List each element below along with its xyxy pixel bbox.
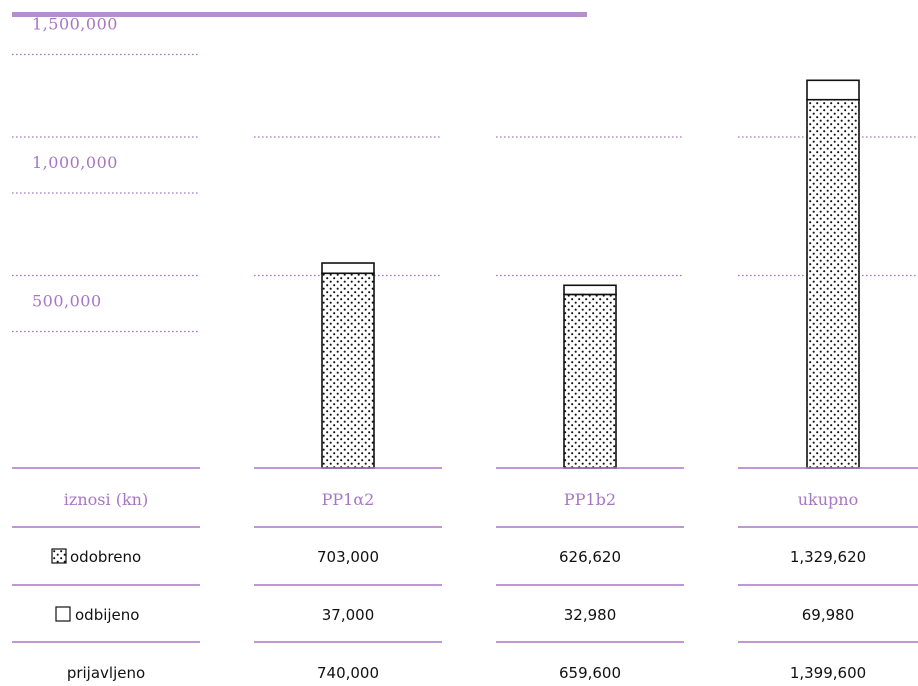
empty-square-icon: [55, 606, 71, 622]
y-tick-label: 500,000: [32, 292, 102, 311]
y-tick-label: 1,500,000: [32, 15, 118, 34]
bar-odbijeno: [563, 284, 617, 296]
y-tick-label: 1,000,000: [32, 153, 118, 172]
bar-odobreno: [563, 293, 617, 469]
value-label: 703,000: [317, 548, 379, 566]
row-label: odobreno: [70, 548, 141, 566]
category-label: PP1α2: [322, 490, 375, 509]
row-label: prijavljeno: [67, 664, 145, 682]
dotted-square-icon: [51, 548, 67, 564]
value-label: 659,600: [559, 664, 621, 682]
data-table: iznosi (kn) PP1α2 PP1b2 ukupno odobreno 703,0…: [12, 467, 918, 682]
bar-odobreno: [806, 98, 860, 469]
value-label: 37,000: [322, 606, 375, 624]
table-header-label: iznosi (kn): [64, 490, 148, 509]
category-label: PP1b2: [564, 490, 616, 509]
grid-lines: 500,000 1,000,000 1,500,000: [12, 15, 918, 333]
value-label: 69,980: [802, 606, 855, 624]
value-label: 740,000: [317, 664, 379, 682]
top-accent-rule: [12, 12, 587, 17]
value-label: 1,399,600: [790, 664, 866, 682]
value-label: 32,980: [564, 606, 617, 624]
value-label: 1,329,620: [790, 548, 866, 566]
bar-odobreno: [321, 272, 375, 469]
bar-odbijeno: [321, 262, 375, 275]
bar-odbijeno: [806, 79, 860, 101]
value-label: 626,620: [559, 548, 621, 566]
bars: [321, 79, 860, 469]
row-label: odbijeno: [75, 606, 139, 624]
category-label: ukupno: [798, 490, 858, 509]
